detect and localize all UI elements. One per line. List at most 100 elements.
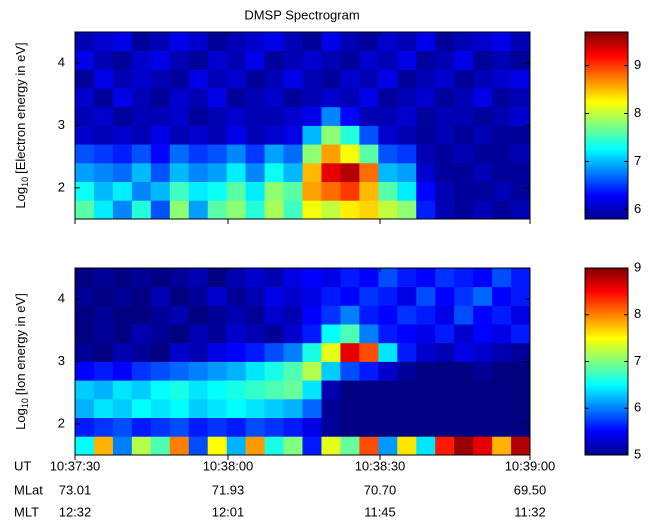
y-tick-label: 3 bbox=[58, 117, 65, 132]
heatmap-cell bbox=[226, 50, 247, 70]
heatmap-cell bbox=[378, 32, 398, 52]
heatmap-cell bbox=[340, 162, 360, 182]
heatmap-cell bbox=[112, 398, 133, 418]
heatmap-cell bbox=[397, 69, 417, 89]
heatmap-cell bbox=[75, 361, 95, 381]
y-tick-label: 3 bbox=[58, 353, 65, 368]
heatmap-cell bbox=[75, 181, 95, 201]
heatmap-cell bbox=[283, 361, 303, 381]
heatmap-cell bbox=[473, 50, 493, 70]
ephemeris-value: 11:45 bbox=[364, 504, 396, 519]
heatmap-cell bbox=[131, 162, 152, 182]
heatmap-cell bbox=[75, 88, 95, 108]
heatmap-cell bbox=[93, 305, 114, 325]
heatmap-cell bbox=[321, 342, 341, 362]
heatmap-cell bbox=[359, 88, 379, 108]
heatmap-cell bbox=[150, 324, 171, 344]
heatmap-cell bbox=[283, 125, 303, 145]
heatmap-cell bbox=[226, 417, 247, 437]
y-axis-label-part: Log bbox=[13, 187, 28, 209]
heatmap-cell bbox=[112, 181, 133, 201]
heatmap-cell bbox=[93, 162, 114, 182]
heatmap-cell bbox=[473, 125, 493, 145]
heatmap-cell bbox=[283, 324, 303, 344]
heatmap-cell bbox=[397, 88, 417, 108]
heatmap-cell bbox=[321, 380, 341, 400]
heatmap-cell bbox=[169, 162, 190, 182]
heatmap-cell bbox=[150, 181, 171, 201]
heatmap-cell bbox=[245, 69, 265, 89]
heatmap-cell bbox=[435, 200, 455, 220]
ephemeris-value: 10:38:00 bbox=[203, 458, 254, 473]
heatmap-cell bbox=[283, 162, 303, 182]
heatmap-cell bbox=[150, 286, 171, 306]
colorbar-tick-label: 9 bbox=[634, 259, 641, 274]
heatmap-cell bbox=[378, 380, 398, 400]
heatmap-cell bbox=[454, 125, 474, 145]
heatmap-cell bbox=[378, 436, 398, 456]
heatmap-cell bbox=[454, 144, 474, 164]
ephemeris-value: 73.01 bbox=[59, 482, 92, 497]
heatmap-cell bbox=[473, 342, 493, 362]
heatmap-cell bbox=[435, 162, 455, 182]
heatmap-cell bbox=[226, 305, 247, 325]
heatmap-cell bbox=[321, 324, 341, 344]
heatmap-cell bbox=[264, 200, 284, 220]
heatmap-cell bbox=[93, 88, 114, 108]
heatmap-cell bbox=[150, 380, 171, 400]
heatmap-cell bbox=[359, 342, 379, 362]
heatmap-cell bbox=[150, 69, 171, 89]
heatmap-cell bbox=[188, 69, 209, 89]
heatmap-cell bbox=[492, 144, 512, 164]
heatmap-cell bbox=[245, 32, 265, 52]
heatmap-cell bbox=[75, 162, 95, 182]
heatmap-cell bbox=[283, 398, 303, 418]
heatmap-cell bbox=[416, 268, 436, 288]
heatmap-cell bbox=[492, 324, 512, 344]
ephemeris-value: 10:39:00 bbox=[505, 458, 556, 473]
heatmap-cell bbox=[75, 69, 95, 89]
heatmap-cell bbox=[188, 436, 209, 456]
heatmap-cell bbox=[188, 181, 209, 201]
heatmap-cell bbox=[226, 380, 247, 400]
heatmap-cell bbox=[131, 417, 152, 437]
heatmap-cell bbox=[112, 342, 133, 362]
heatmap-cell bbox=[492, 200, 512, 220]
heatmap-cell bbox=[169, 342, 190, 362]
heatmap-cell bbox=[207, 50, 228, 70]
ephemeris-value: 10:38:30 bbox=[355, 458, 406, 473]
heatmap-cell bbox=[340, 125, 360, 145]
heatmap-cell bbox=[264, 162, 284, 182]
heatmap-cell bbox=[131, 324, 152, 344]
heatmap-cell bbox=[454, 342, 474, 362]
heatmap-cell bbox=[473, 200, 493, 220]
heatmap-cell bbox=[283, 50, 303, 70]
heatmap-cell bbox=[511, 305, 531, 325]
heatmap-cell bbox=[93, 50, 114, 70]
heatmap-cell bbox=[416, 361, 436, 381]
ephemeris-value: 71.93 bbox=[212, 482, 245, 497]
heatmap-cell bbox=[169, 69, 190, 89]
heatmap-cell bbox=[397, 286, 417, 306]
heatmap-cell bbox=[207, 361, 228, 381]
heatmap-cell bbox=[416, 436, 436, 456]
heatmap-cell bbox=[378, 417, 398, 437]
heatmap-cell bbox=[435, 69, 455, 89]
heatmap-cell bbox=[473, 144, 493, 164]
colorbar-tick-label: 7 bbox=[634, 353, 641, 368]
heatmap-cell bbox=[492, 162, 512, 182]
heatmap-cell bbox=[359, 50, 379, 70]
heatmap-cell bbox=[75, 32, 95, 52]
heatmap-cell bbox=[169, 144, 190, 164]
heatmap-cell bbox=[150, 342, 171, 362]
heatmap-cell bbox=[511, 436, 531, 456]
heatmap-cell bbox=[454, 417, 474, 437]
heatmap-cell bbox=[207, 162, 228, 182]
heatmap-cell bbox=[169, 305, 190, 325]
heatmap-cell bbox=[188, 286, 209, 306]
heatmap-cell bbox=[188, 50, 209, 70]
heatmap-cell bbox=[264, 50, 284, 70]
heatmap-cell bbox=[169, 268, 190, 288]
heatmap-cell bbox=[397, 342, 417, 362]
heatmap-cell bbox=[150, 162, 171, 182]
